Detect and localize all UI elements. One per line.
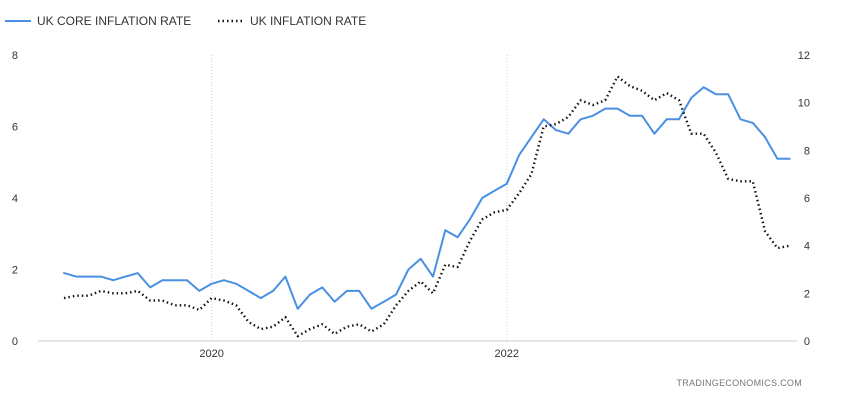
right-y-tick-label: 12 xyxy=(798,50,810,62)
left-y-tick-label: 4 xyxy=(12,193,18,205)
right-y-tick-label: 6 xyxy=(804,193,810,205)
source-credit: TRADINGECONOMICS.COM xyxy=(676,378,802,388)
uk-core-inflation-rate-line xyxy=(63,86,791,310)
right-y-tick-label: 0 xyxy=(804,336,810,348)
left-y-tick-label: 6 xyxy=(12,122,18,134)
legend-item-label: UK INFLATION RATE xyxy=(250,14,366,28)
legend-item-label: UK CORE INFLATION RATE xyxy=(37,14,191,28)
grid-lines xyxy=(38,55,797,342)
left-y-tick-label: 0 xyxy=(12,336,18,348)
right-y-tick-label: 4 xyxy=(804,241,810,253)
series-lines xyxy=(63,75,791,338)
uk-inflation-rate-line xyxy=(63,75,790,338)
axis-labels: 2020 2022 0 2 4 6 8 0 2 4 6 8 10 12 xyxy=(12,50,810,360)
x-tick-label: 2020 xyxy=(199,348,223,360)
right-y-tick-label: 2 xyxy=(804,288,810,300)
left-y-tick-label: 8 xyxy=(12,50,18,62)
right-y-tick-label: 10 xyxy=(798,98,810,110)
left-y-tick-label: 2 xyxy=(12,265,18,277)
right-y-tick-label: 8 xyxy=(804,145,810,157)
legend: UK CORE INFLATION RATE UK INFLATION RATE xyxy=(5,14,366,28)
x-tick-label: 2022 xyxy=(495,348,519,360)
